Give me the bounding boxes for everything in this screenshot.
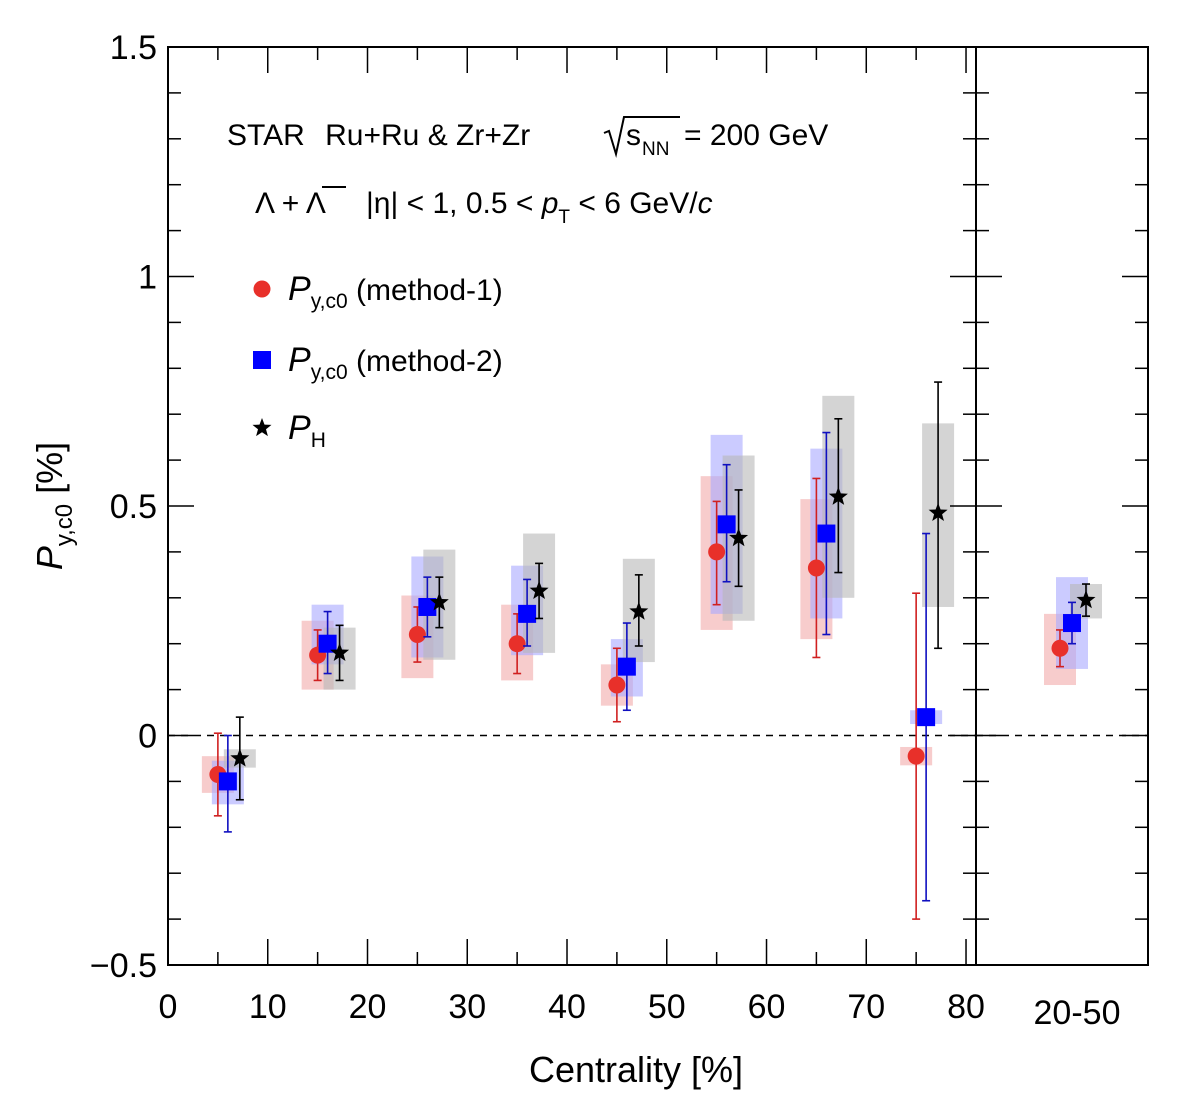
energy-sqrt: s	[626, 119, 641, 152]
square-point	[617, 657, 636, 676]
header-pt-unit: c	[698, 187, 713, 220]
y-axis-title-symbol: P	[29, 546, 70, 570]
square-point	[518, 604, 537, 623]
sqrt-symbol	[603, 116, 680, 158]
legend: Py,c0 (method-1)Py,c0 (method-2)PH	[252, 270, 503, 452]
star-point	[529, 580, 549, 599]
x-tick-label: 10	[249, 988, 287, 1026]
legend-label-symbol: P	[288, 270, 311, 308]
header-system: Ru+Ru & Zr+Zr	[325, 119, 530, 152]
main-plot-frame	[167, 46, 977, 966]
square-point	[917, 708, 936, 727]
y-tick-label: 0.5	[110, 488, 157, 526]
star-point	[928, 502, 948, 521]
legend-star-label: PH	[288, 409, 326, 452]
legend-square-marker	[253, 351, 271, 369]
star-point	[729, 528, 749, 547]
y-axis-title-unit: [%]	[29, 442, 70, 504]
square-point	[218, 772, 237, 791]
side-panel-label: 20-50	[1034, 994, 1121, 1032]
y-axis-title-sub: y,c0	[51, 504, 78, 546]
star-point	[429, 592, 449, 611]
legend-label-tail: (method-2)	[348, 345, 503, 378]
circle-point	[508, 635, 526, 653]
square-point	[717, 515, 736, 534]
header-line-1: STAR Ru+Ru & Zr+Zr	[227, 119, 530, 152]
square-point	[318, 634, 337, 653]
y-tick-label: −0.5	[90, 947, 157, 985]
header-particle: Λ + Λ	[255, 187, 326, 220]
header-energy: s NN = 200 GeV	[603, 116, 828, 160]
legend-label-sub: H	[311, 429, 326, 452]
data-layer	[209, 381, 1096, 920]
circle-point	[907, 747, 925, 765]
legend-square-label: Py,c0 (method-2)	[288, 341, 503, 384]
side-square-point	[1063, 614, 1081, 633]
y-tick-label: 0	[138, 718, 157, 756]
star-point	[330, 642, 350, 661]
star-point	[230, 748, 250, 767]
x-axis-title: Centrality [%]	[529, 1049, 743, 1090]
legend-label-symbol: P	[288, 409, 311, 447]
x-tick-label: 60	[748, 988, 786, 1026]
legend-star-marker	[252, 418, 272, 437]
legend-label-sub: y,c0	[311, 361, 348, 384]
header-cuts: |η| < 1, 0.5 < pT < 6 GeV/c	[366, 187, 713, 228]
side-circle-point	[1051, 639, 1069, 657]
axes-layer: 0 10 20 30 40 50 60 70 80−0.500.511.5	[90, 29, 1149, 1026]
side-star-point	[1076, 590, 1096, 609]
circle-point	[408, 626, 426, 644]
header-pt-range: < 6 GeV/	[570, 187, 698, 220]
y-axis-title: Py,c0 [%]	[29, 442, 78, 570]
energy-sub: NN	[642, 139, 669, 160]
y-tick-label: 1	[138, 259, 157, 297]
y-tick-label: 1.5	[110, 29, 157, 67]
header-line-2: Λ + Λ |η| < 1, 0.5 < pT < 6 GeV/c	[255, 186, 713, 228]
x-tick-label: 20	[349, 988, 387, 1026]
star-point	[828, 486, 848, 505]
systematic-uncertainty-layer	[201, 395, 1102, 805]
header-experiment: STAR	[227, 119, 305, 152]
energy-value: = 200 GeV	[684, 119, 828, 152]
x-tick-label: 80	[947, 988, 985, 1026]
legend-circle-marker	[253, 280, 271, 298]
header-pt-symbol: p	[541, 187, 559, 220]
x-tick-label: 70	[847, 988, 885, 1026]
star-point	[629, 601, 649, 620]
legend-label-symbol: P	[288, 341, 311, 379]
legend-label-tail: (method-1)	[348, 274, 503, 307]
legend-label-sub: y,c0	[311, 290, 348, 313]
square-point	[418, 597, 437, 616]
x-tick-label: 30	[448, 988, 486, 1026]
square-point	[817, 524, 836, 543]
x-tick-label: 40	[548, 988, 586, 1026]
legend-circle-label: Py,c0 (method-1)	[288, 270, 503, 313]
x-tick-label: 50	[648, 988, 686, 1026]
header-pt-sub: T	[558, 207, 570, 228]
circle-point	[608, 676, 626, 694]
header-cuts-eta: |η| < 1, 0.5 <	[366, 187, 542, 220]
circle-point	[708, 543, 726, 561]
x-tick-label: 0	[159, 988, 178, 1026]
circle-point	[807, 559, 825, 577]
